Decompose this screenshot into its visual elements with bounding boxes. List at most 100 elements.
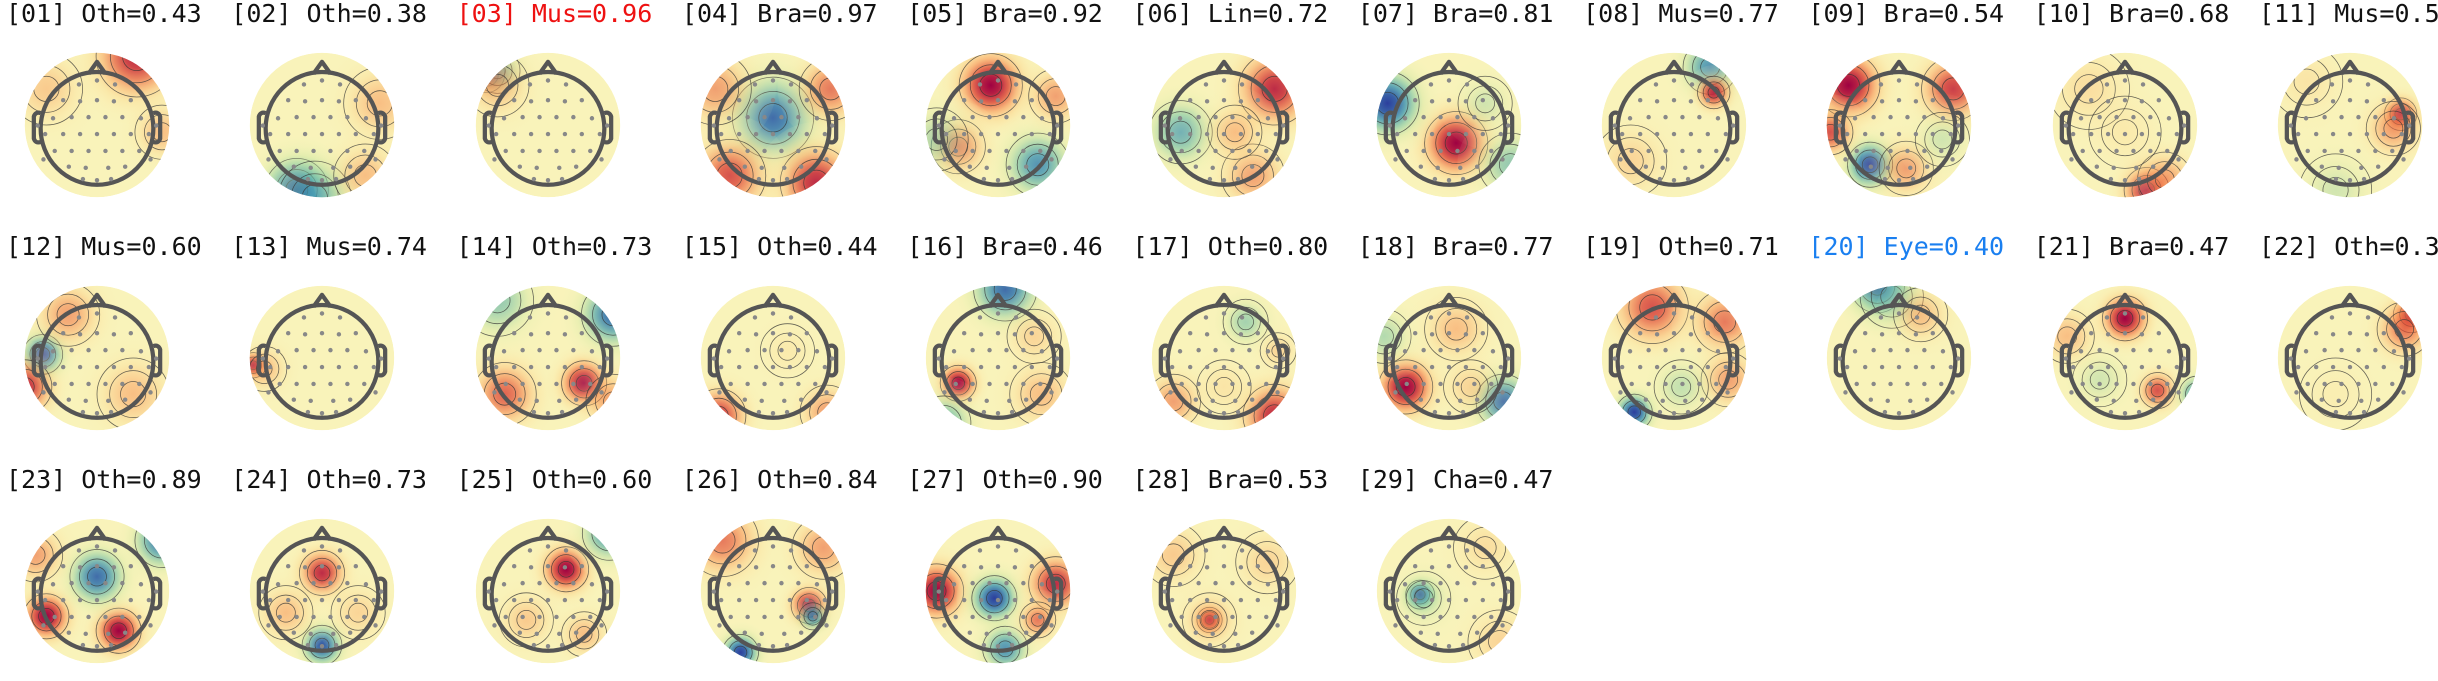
topomap [2052, 52, 2197, 198]
electrode-dot [1612, 356, 1618, 361]
electrode-dot [1232, 165, 1237, 171]
electrode-dot [967, 630, 973, 635]
electrode-dot [320, 644, 325, 649]
electrode-dot [2108, 409, 2113, 415]
electrode-dot [822, 131, 827, 137]
electrode-dot [736, 597, 742, 603]
electrode-dot [598, 390, 604, 395]
electrode-dot [66, 164, 72, 169]
contour-line [2150, 383, 2164, 398]
electrode-dot [545, 178, 550, 183]
electrode-dot [77, 131, 83, 137]
electrode-dot [995, 411, 1001, 416]
head-outline [1615, 69, 1733, 187]
electrode-dot [717, 623, 722, 628]
topomap [475, 518, 620, 664]
electrode-dot [1464, 548, 1470, 553]
electrode-dot [812, 381, 818, 387]
left-ear [1383, 343, 1394, 378]
electrode-dot [1463, 99, 1468, 104]
contour-line [2116, 309, 2133, 327]
head-outline [1165, 535, 1282, 653]
electrode-dot [829, 589, 835, 594]
electrode-dot [305, 409, 311, 415]
contour-line [568, 619, 599, 650]
electrode-dot [970, 114, 976, 120]
electrode-dot [1162, 123, 1167, 128]
electrode-dot [276, 116, 281, 121]
electrode-dot [570, 347, 576, 353]
component-label: [02] Oth=0.38 [231, 0, 427, 28]
electrode-dot [1914, 99, 1919, 104]
scalp-field [1376, 518, 1522, 664]
electrode-dot [1438, 614, 1443, 620]
electrode-dot [86, 347, 91, 353]
electrode-dot [804, 131, 809, 137]
nose [86, 59, 108, 75]
electrode-dot [970, 580, 976, 586]
electrode-dot [1488, 614, 1494, 620]
electrode-dot [1221, 411, 1226, 416]
component-label: [23] Oth=0.89 [6, 465, 202, 494]
contour-line [276, 602, 297, 623]
electrode-dot [2294, 157, 2299, 162]
electrode-dot [1671, 331, 1677, 336]
electrode-dot [753, 364, 759, 370]
contour-line [1467, 609, 1522, 664]
electrode-dot [86, 148, 91, 154]
electrode-dot [1049, 157, 1054, 162]
electrode-dot [528, 99, 533, 104]
electrode-dot [1404, 148, 1409, 154]
electrode-dot [94, 178, 100, 183]
contour-line [599, 523, 619, 544]
electrode-dot [2108, 176, 2113, 182]
field-blob [700, 370, 765, 431]
left-ear [1834, 343, 1844, 378]
electrode-dot [787, 565, 793, 570]
electrode-dot [311, 580, 317, 586]
left-ear [2284, 343, 2295, 378]
electrode-dot [2136, 176, 2141, 182]
electrode-dot [784, 409, 790, 415]
electrode-dot [1838, 356, 1843, 361]
electrode-dot [1432, 642, 1437, 648]
electrode-dot [286, 331, 291, 336]
electrode-dot [1007, 165, 1012, 171]
electrode-dot [1880, 364, 1885, 370]
electrode-dot [784, 642, 790, 648]
electrode-dot [2133, 398, 2139, 404]
electrode-dot [328, 381, 333, 387]
ica-component-12: [12] Mus=0.60 [6, 233, 231, 448]
electrode-dot [742, 630, 747, 635]
electrode-dot [1238, 364, 1243, 370]
electrode-dot [804, 364, 809, 370]
electrode-dot [2105, 99, 2110, 104]
electrode-dot [2356, 347, 2361, 353]
electrode-dot [788, 548, 794, 553]
electrode-dot [1418, 397, 1423, 402]
electrode-dot [86, 381, 91, 387]
electrode-dot [66, 397, 72, 402]
electrode-dot [1049, 390, 1054, 395]
field-blob [24, 341, 71, 431]
electrode-dot [1014, 82, 1019, 87]
electrode-dot [122, 397, 128, 402]
electrode-dot [1638, 131, 1643, 137]
electrode-dot [1274, 390, 1280, 395]
electrode-dot [1428, 82, 1433, 87]
electrode-dot [1024, 397, 1029, 402]
electrode-dot [1412, 98, 1418, 103]
field-blob [700, 52, 776, 150]
electrode-dot [987, 148, 992, 154]
electrode-dot [1235, 642, 1240, 648]
electrode-dot [2390, 381, 2395, 387]
component-label: [12] Mus=0.60 [6, 232, 202, 261]
left-ear [1834, 110, 1844, 145]
electrode-dot [94, 98, 100, 103]
electrode-dot [579, 131, 584, 137]
contour-line [1213, 377, 1234, 397]
electrode-dot [103, 580, 108, 586]
electrode-dot [1167, 390, 1173, 395]
electrode-dot [796, 148, 801, 154]
electrode-dot [979, 565, 984, 570]
